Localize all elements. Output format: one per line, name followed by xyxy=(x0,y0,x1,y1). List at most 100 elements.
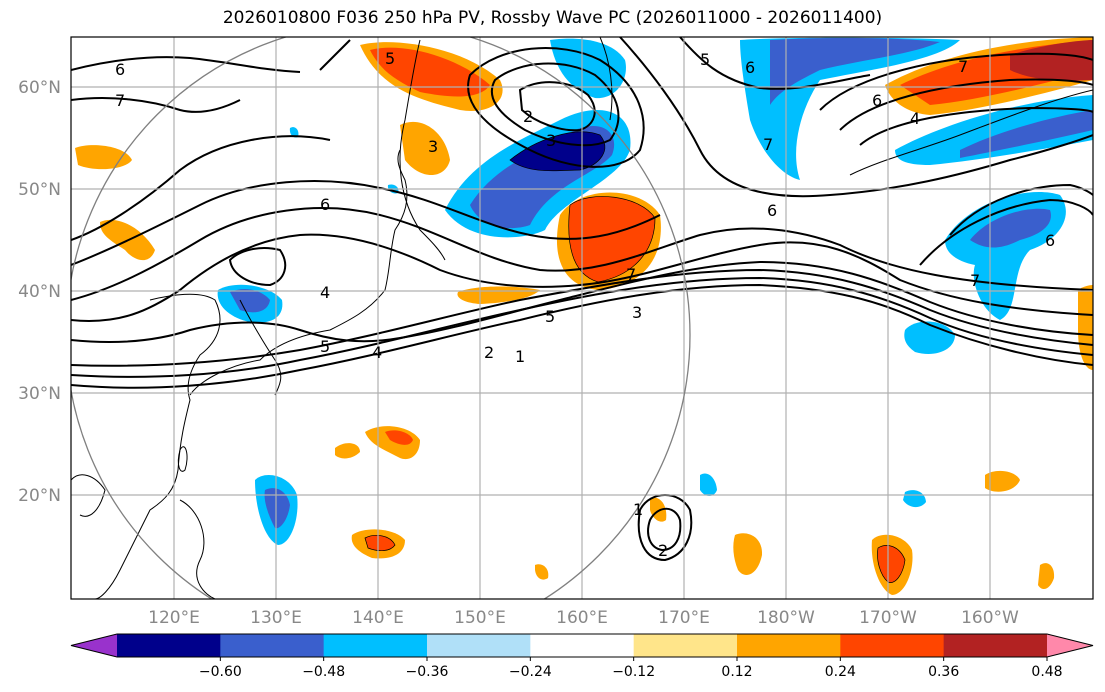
contour-label: 4 xyxy=(320,283,330,302)
pv-contour-low-2 xyxy=(490,62,620,147)
lat-label: 30°N xyxy=(18,384,61,404)
contour-label: 3 xyxy=(632,303,642,322)
neg-anom-gulf-alaska xyxy=(895,95,1093,165)
gridlines xyxy=(71,37,1093,599)
pv-contour-high-1 xyxy=(228,247,287,287)
neg-anom-small-5 xyxy=(700,473,717,496)
coast-japan-korea xyxy=(189,149,408,396)
outline-2 xyxy=(364,535,396,552)
pv-contour-5 xyxy=(71,233,1093,322)
pos-anom-okhotsk-core xyxy=(370,47,490,97)
coast-korea xyxy=(239,299,282,396)
lon-label: 130°E xyxy=(250,608,302,628)
pv-contour-north-4 xyxy=(839,78,1093,131)
contour-labels: 6 7 5 2 3 5 6 7 6 4 6 4 5 3 2 1 4 5 6 7 … xyxy=(115,49,1055,560)
pv-contour-low-3 xyxy=(518,81,596,132)
pos-anom-alaska-peak xyxy=(1010,40,1093,81)
contour-label: 6 xyxy=(872,91,882,110)
colorbar-tick-label: 0.24 xyxy=(825,664,856,680)
coast-aleutians xyxy=(849,89,1093,176)
contour-label: 3 xyxy=(428,137,438,156)
colorbar-segment xyxy=(943,634,1048,657)
lon-label: 120°E xyxy=(148,608,200,628)
coast-taiwan xyxy=(177,446,188,472)
map-frame xyxy=(70,36,1094,600)
colorbar-tick-label: −0.48 xyxy=(302,664,345,680)
colorbar-segment xyxy=(220,634,325,657)
lat-label: 20°N xyxy=(18,486,61,506)
pos-anom-small-9 xyxy=(1038,563,1055,590)
colorbar-segment xyxy=(737,634,841,657)
neg-anom-taiwan-east-mid xyxy=(264,488,290,529)
pv-anomaly-fills xyxy=(75,37,1093,595)
contour-label: 5 xyxy=(545,307,555,326)
pos-anom-philippine-sea-core xyxy=(365,535,395,551)
lon-label: 160°W xyxy=(961,608,1019,628)
colorbar-extend-min xyxy=(71,634,117,657)
pos-anom-east-edge xyxy=(1078,285,1093,370)
colorbar-extend-max xyxy=(1047,634,1093,657)
colorbar-tick-label: −0.24 xyxy=(509,664,552,680)
pv-contour-10 xyxy=(71,56,301,73)
outline-3 xyxy=(877,545,906,583)
coast-kamchatka xyxy=(599,37,613,121)
neg-anom-gulf-alaska-mid xyxy=(960,110,1093,158)
pos-anom-small-3 xyxy=(733,533,763,575)
contour-label: 1 xyxy=(633,500,643,519)
pv-contour-9 xyxy=(71,97,241,113)
contour-label: 6 xyxy=(320,195,330,214)
contour-label: 2 xyxy=(523,107,533,126)
latitude-labels: 60°N 50°N 40°N 30°N 20°N xyxy=(18,78,61,506)
colorbar-segment xyxy=(117,634,221,657)
contour-label: 7 xyxy=(970,271,980,290)
pv-contour-6 xyxy=(71,207,1093,301)
neg-anom-bering-mid xyxy=(770,37,940,106)
coast-china xyxy=(94,293,221,599)
pv-contour-8 xyxy=(71,135,331,241)
colorbar-outline xyxy=(70,633,1094,658)
neg-anom-small-12 xyxy=(289,127,299,138)
pos-anom-small-2 xyxy=(335,443,360,459)
contour-label: 4 xyxy=(372,343,382,362)
pv-contour-misc xyxy=(319,39,351,71)
outline-4 xyxy=(509,131,606,172)
pv-contour-4 xyxy=(71,260,1093,343)
contour-label: 5 xyxy=(700,50,710,69)
pos-anom-small-10 xyxy=(535,564,549,580)
pv-contour-7 xyxy=(71,180,661,266)
colorbar-tick-label: −0.12 xyxy=(612,664,655,680)
chart-title: 2026010800 F036 250 hPa PV, Rossby Wave … xyxy=(222,8,883,28)
contour-label: 2 xyxy=(484,343,494,362)
lon-label: 170°W xyxy=(859,608,917,628)
neg-anom-north xyxy=(550,38,626,99)
contour-label: 5 xyxy=(320,337,330,356)
coast-sakhalin xyxy=(399,39,446,261)
colorbar-segment xyxy=(840,634,945,657)
colorbar-tick-label: 0.36 xyxy=(928,664,959,680)
lon-label: 180°W xyxy=(757,608,815,628)
coast-philippines xyxy=(179,499,216,599)
colorbar-segment xyxy=(530,634,635,657)
pv-contour-north-1 xyxy=(619,37,1093,198)
contour-label: 4 xyxy=(910,109,920,128)
contour-label: 6 xyxy=(1045,231,1055,250)
colorbar-segment xyxy=(323,634,428,657)
lon-label: 160°E xyxy=(556,608,608,628)
colorbar: −0.60 −0.48 −0.36 −0.24 −0.12 0.12 0.24 0.36 0.4… xyxy=(70,633,1094,680)
neg-anom-japan-sea-mid xyxy=(230,289,270,313)
colorbar-tick-label: −0.36 xyxy=(406,664,449,680)
pos-anom-sakhalin xyxy=(400,121,450,175)
pv-contour-north-2 xyxy=(679,37,871,90)
pv-contour-east-1 xyxy=(919,198,1093,266)
contour-label: 7 xyxy=(626,265,636,284)
coastlines xyxy=(71,37,1093,599)
colorbar-tick-label: 0.48 xyxy=(1031,664,1062,680)
pv-contour-low-1 xyxy=(467,47,645,168)
contour-label: 7 xyxy=(763,135,773,154)
contour-label: 6 xyxy=(115,60,125,79)
lon-label: 150°E xyxy=(454,608,506,628)
lon-label: 140°E xyxy=(352,608,404,628)
pv-contour-3 xyxy=(71,268,1093,367)
pv-contour-ring-2 xyxy=(647,507,682,552)
